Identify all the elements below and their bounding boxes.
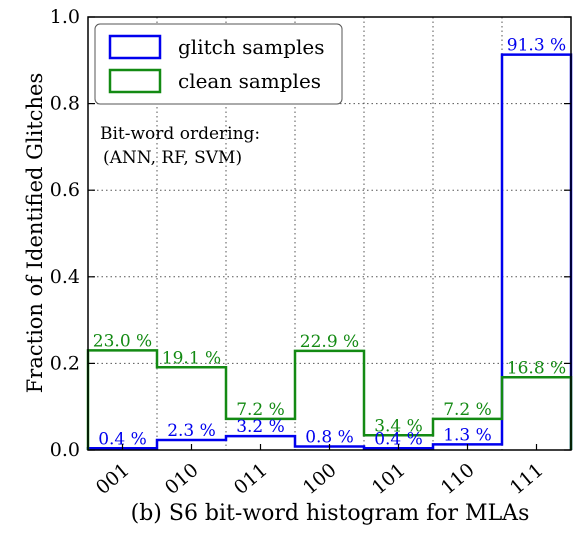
- data-label-clean-100: 22.9 %: [300, 332, 359, 352]
- y-tick-label: 0.2: [50, 352, 80, 374]
- y-tick-label: 0.6: [50, 179, 80, 201]
- legend-label-clean: clean samples: [178, 69, 321, 93]
- legend-swatch-clean: [108, 68, 162, 94]
- x-tick-label: 110: [437, 459, 479, 499]
- data-label-glitch-111: 91.3 %: [507, 36, 566, 56]
- y-tick-label: 0.0: [50, 439, 80, 461]
- x-ticks: 001 010 011 100 101 110 111: [92, 444, 548, 499]
- legend-box: [94, 23, 343, 105]
- series-layer: [86, 53, 573, 450]
- data-label-glitch-110: 1.3 %: [443, 425, 492, 445]
- x-tick-label: 011: [230, 459, 272, 499]
- data-label-glitch-010: 2.3 %: [167, 421, 216, 441]
- y-tick-label: 1.0: [50, 6, 80, 28]
- series-line-glitch: [86, 53, 573, 450]
- y-tick-label: 0.8: [50, 93, 80, 115]
- data-label-clean-101: 3.4 %: [374, 416, 423, 436]
- x-tick-label: 101: [368, 459, 410, 499]
- data-label-clean-110: 7.2 %: [443, 400, 492, 420]
- data-label-glitch-011: 3.2 %: [236, 417, 285, 437]
- data-label-clean-111: 16.8 %: [507, 358, 566, 378]
- legend-label-glitch: glitch samples: [178, 35, 325, 59]
- data-labels: 0.4 % 2.3 % 3.2 % 0.8 % 0.4 % 1.3 % 91.3 % 23.0…: [93, 36, 566, 450]
- y-ticks: 0.0 0.2 0.4 0.6 0.8 1.0: [50, 6, 571, 461]
- bar-glitch-111: [502, 55, 571, 450]
- y-axis-label: Fraction of Identified Glitches: [23, 73, 47, 394]
- annotation-line-1: Bit-word ordering:: [100, 124, 260, 144]
- annotation-line-2: (ANN, RF, SVM): [103, 148, 242, 168]
- figure-caption: (b) S6 bit-word histogram for MLAs: [131, 501, 530, 526]
- data-label-glitch-001: 0.4 %: [98, 429, 147, 449]
- data-label-clean-010: 19.1 %: [162, 348, 221, 368]
- data-label-clean-001: 23.0 %: [93, 331, 152, 351]
- series-line-clean: [86, 349, 573, 450]
- y-tick-label: 0.4: [50, 266, 80, 288]
- legend-swatch-glitch: [108, 34, 162, 60]
- x-tick-label: 111: [506, 459, 548, 499]
- data-label-clean-011: 7.2 %: [236, 400, 285, 420]
- data-label-glitch-101: 0.4 %: [374, 429, 423, 449]
- data-label-glitch-100: 0.8 %: [305, 428, 354, 448]
- legend: glitch samples clean samples: [94, 23, 343, 105]
- x-tick-label: 010: [161, 459, 203, 499]
- x-tick-label: 001: [92, 459, 134, 499]
- bar-clean-111: [502, 377, 571, 450]
- x-tick-label: 100: [299, 459, 341, 499]
